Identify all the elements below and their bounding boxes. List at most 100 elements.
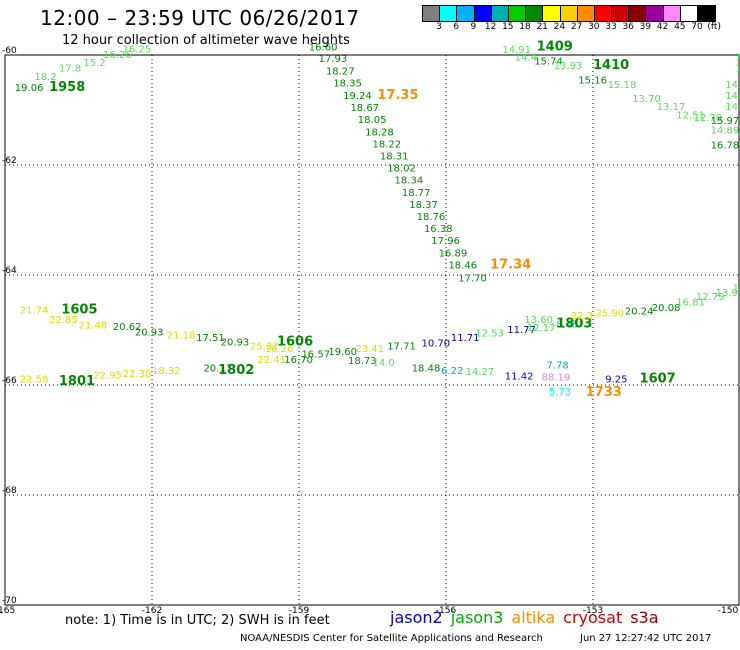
wave-height-label: 18.76	[417, 212, 446, 223]
colorbar-swatch	[474, 6, 492, 21]
time-label: 1803	[556, 316, 592, 331]
wave-height-label: 17.93	[319, 54, 348, 65]
colorbar-swatch	[680, 6, 698, 21]
wave-height-label: 12.53	[475, 329, 504, 340]
wave-height-label: 16.26	[103, 50, 132, 61]
colorbar-labels: 3 6 9 12 15 18 21 24 27 30 33 36 39 42 45 70 (ft)	[422, 22, 740, 34]
wave-height-label: 13.17	[657, 102, 686, 113]
colorbar-label: 27	[570, 22, 583, 32]
y-tick-label: -64	[2, 266, 17, 276]
wave-height-label: 15.2	[83, 58, 105, 69]
y-tick-label: -66	[2, 376, 17, 386]
wave-height-label: 16.89	[439, 248, 468, 259]
wave-height-label: 20.17	[203, 363, 232, 374]
wave-height-label: 14.5	[725, 80, 740, 91]
x-tick-label: -165	[0, 606, 15, 616]
colorbar-label: 24	[553, 22, 566, 32]
wave-height-label: 13.70	[632, 94, 661, 105]
wave-height-label: 18.32	[152, 366, 181, 377]
colorbar	[422, 5, 717, 22]
wave-height-label: 18.2	[34, 72, 56, 83]
wave-height-label: 25.37	[250, 341, 279, 352]
wave-height-label: 18.27	[326, 66, 355, 77]
wave-height-label: 14.0	[373, 358, 395, 369]
wave-height-label: 20.62	[113, 322, 142, 333]
wave-height-label: 12.79	[696, 292, 725, 303]
colorbar-label: 9	[470, 22, 477, 32]
wave-height-label: 13	[735, 53, 740, 64]
wave-height-label: 18.28	[365, 127, 394, 138]
colorbar-swatch	[491, 6, 509, 21]
legend-item-jason3: jason3	[450, 608, 504, 627]
time-label: 1733	[586, 385, 622, 400]
wave-height-label: 16.38	[424, 224, 453, 235]
wave-height-label: 16.60	[309, 43, 338, 54]
wave-height-label: 18.67	[350, 103, 379, 114]
x-tick-label: -150	[718, 606, 739, 616]
colorbar-swatch	[440, 6, 458, 21]
wave-height-label: 25.90	[595, 308, 624, 319]
wave-height-label: 20.08	[652, 303, 681, 314]
legend-item-altika: altika	[511, 608, 556, 627]
wave-height-label: 22.85	[49, 315, 78, 326]
wave-height-label: 20.93	[135, 328, 164, 339]
colorbar-label: 6	[453, 22, 460, 32]
legend-item-s3a: s3a	[630, 608, 659, 627]
colorbar-label: 45	[674, 22, 686, 32]
wave-height-label: 13.97	[716, 288, 740, 299]
wave-height-label: 22.3	[571, 311, 593, 322]
colorbar-swatch	[577, 6, 595, 21]
wave-height-label: 11.77	[507, 325, 536, 336]
time-label: 1410	[593, 58, 629, 73]
wave-height-label: 17.8	[59, 64, 81, 75]
wave-height-label: 14.3	[725, 102, 740, 113]
y-tick-label: -60	[2, 46, 17, 56]
wave-height-label: 16.57	[301, 350, 330, 361]
colorbar-label: 42	[656, 22, 669, 32]
wave-height-label: 22.38	[123, 369, 152, 380]
x-tick-label: -162	[142, 606, 162, 616]
wave-height-label: 21.48	[79, 320, 108, 331]
wave-height-label: 18.46	[448, 260, 477, 271]
wave-height-label: 22.95	[93, 370, 122, 381]
wave-height-label: 17.51	[196, 333, 225, 344]
wave-height-label: 22.58	[20, 374, 49, 385]
colorbar-label: 3	[436, 22, 442, 32]
wave-height-label: 18.37	[409, 200, 438, 211]
wave-height-label: 18.31	[380, 152, 409, 163]
y-tick-label: -70	[2, 596, 17, 606]
wave-height-label: 11.42	[505, 372, 534, 383]
wave-height-label: 16.70	[284, 355, 313, 366]
wave-height-label: 14.91	[502, 45, 531, 56]
wave-height-label: 18.77	[402, 188, 431, 199]
time-label: 1607	[640, 371, 676, 386]
wave-height-label: 19.24	[343, 91, 372, 102]
x-tick-label: -156	[436, 606, 457, 616]
colorbar-swatch	[423, 6, 441, 21]
wave-height-label: 15.74	[534, 56, 563, 67]
wave-height-label: 20.93	[221, 337, 250, 348]
wave-height-label: 20.24	[625, 307, 654, 318]
colorbar-swatch	[663, 6, 681, 21]
wave-height-label: 16.25	[123, 44, 152, 55]
wave-height-label: 17.70	[458, 274, 487, 285]
wave-height-label: 15.16	[578, 76, 607, 87]
wave-height-label: 18.34	[395, 176, 424, 187]
generated-timestamp: Jun 27 12:27:42 UTC 2017	[580, 633, 712, 644]
colorbar-label: 33	[605, 22, 617, 32]
chart-subtitle: 12 hour collection of altimeter wave hei…	[62, 33, 350, 48]
wave-height-label: 88.19	[542, 373, 571, 384]
colorbar-label: 21	[536, 22, 548, 32]
satellite-legend: jason2 jason3 altika cryosat s3a	[390, 608, 667, 627]
wave-height-label: 14.27	[466, 367, 495, 378]
time-label: 1801	[59, 374, 95, 389]
wave-height-label: 11.71	[451, 333, 480, 344]
wave-height-label: 19.60	[328, 347, 357, 358]
wave-height-label: 16.78	[711, 141, 740, 152]
colorbar-swatch	[526, 6, 544, 21]
time-label: 1802	[218, 363, 254, 378]
wave-height-label: 21.18	[167, 330, 196, 341]
colorbar-label: 39	[639, 22, 652, 32]
colorbar-label: 12	[484, 22, 497, 32]
legend-item-cryosat: cryosat	[563, 608, 623, 627]
